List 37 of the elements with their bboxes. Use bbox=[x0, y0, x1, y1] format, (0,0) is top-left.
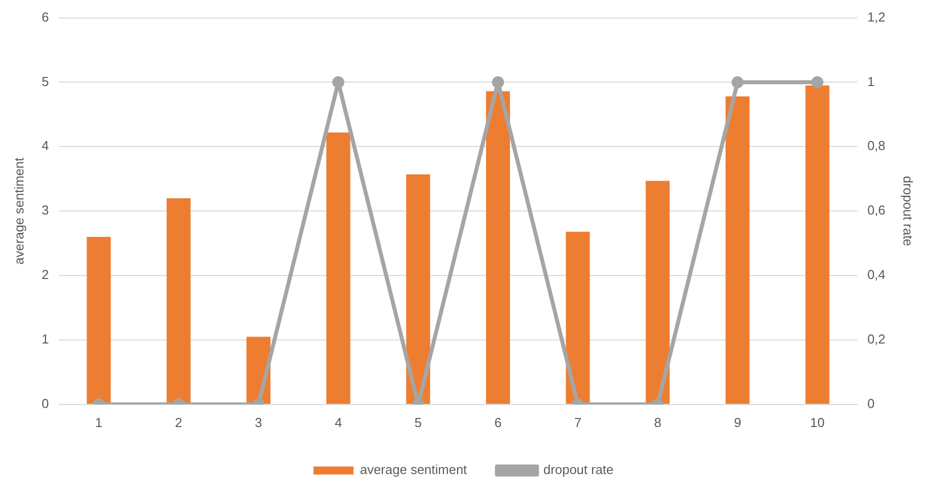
bar bbox=[566, 232, 590, 404]
y-tick-label: 4 bbox=[42, 138, 49, 154]
x-tick-label: 7 bbox=[574, 414, 582, 430]
x-tick-label: 6 bbox=[494, 414, 502, 430]
y-tick-label: 5 bbox=[42, 74, 49, 89]
y-tick-label: 6 bbox=[42, 9, 49, 24]
y-tick-label: 3 bbox=[42, 202, 49, 218]
y2-tick-label: 1,2 bbox=[867, 9, 886, 24]
y2-tick-label: 1 bbox=[867, 74, 875, 89]
x-tick-label: 3 bbox=[254, 414, 262, 430]
bar bbox=[805, 85, 830, 404]
y2-tick-label: 0,8 bbox=[867, 138, 886, 154]
x-tick-label: 5 bbox=[414, 414, 422, 430]
y-tick-label: 2 bbox=[42, 267, 49, 282]
bar bbox=[726, 96, 750, 404]
y2-tick-label: 0 bbox=[867, 396, 875, 411]
bar bbox=[406, 174, 430, 404]
bar bbox=[326, 132, 350, 404]
y-tick-label: 1 bbox=[42, 332, 49, 347]
y2-tick-label: 0,2 bbox=[867, 332, 886, 347]
legend-label: average sentiment bbox=[360, 462, 468, 478]
y2-axis-title: dropout rate bbox=[900, 176, 916, 246]
x-tick-label: 9 bbox=[734, 414, 742, 430]
x-tick-label: 8 bbox=[654, 414, 662, 430]
bar bbox=[86, 236, 111, 404]
bar bbox=[166, 198, 191, 404]
x-tick-label: 2 bbox=[174, 414, 182, 430]
y-axis-title: average sentiment bbox=[11, 157, 26, 265]
x-tick-label: 1 bbox=[95, 414, 102, 430]
x-tick-label: 4 bbox=[334, 414, 342, 430]
legend-label: dropout rate bbox=[543, 462, 614, 478]
y2-tick-label: 0,4 bbox=[867, 267, 886, 282]
y2-tick-label: 0,6 bbox=[867, 202, 886, 218]
bar bbox=[486, 91, 510, 404]
bar bbox=[646, 180, 670, 404]
y-tick-label: 0 bbox=[42, 396, 49, 411]
x-tick-label: 10 bbox=[810, 414, 825, 430]
